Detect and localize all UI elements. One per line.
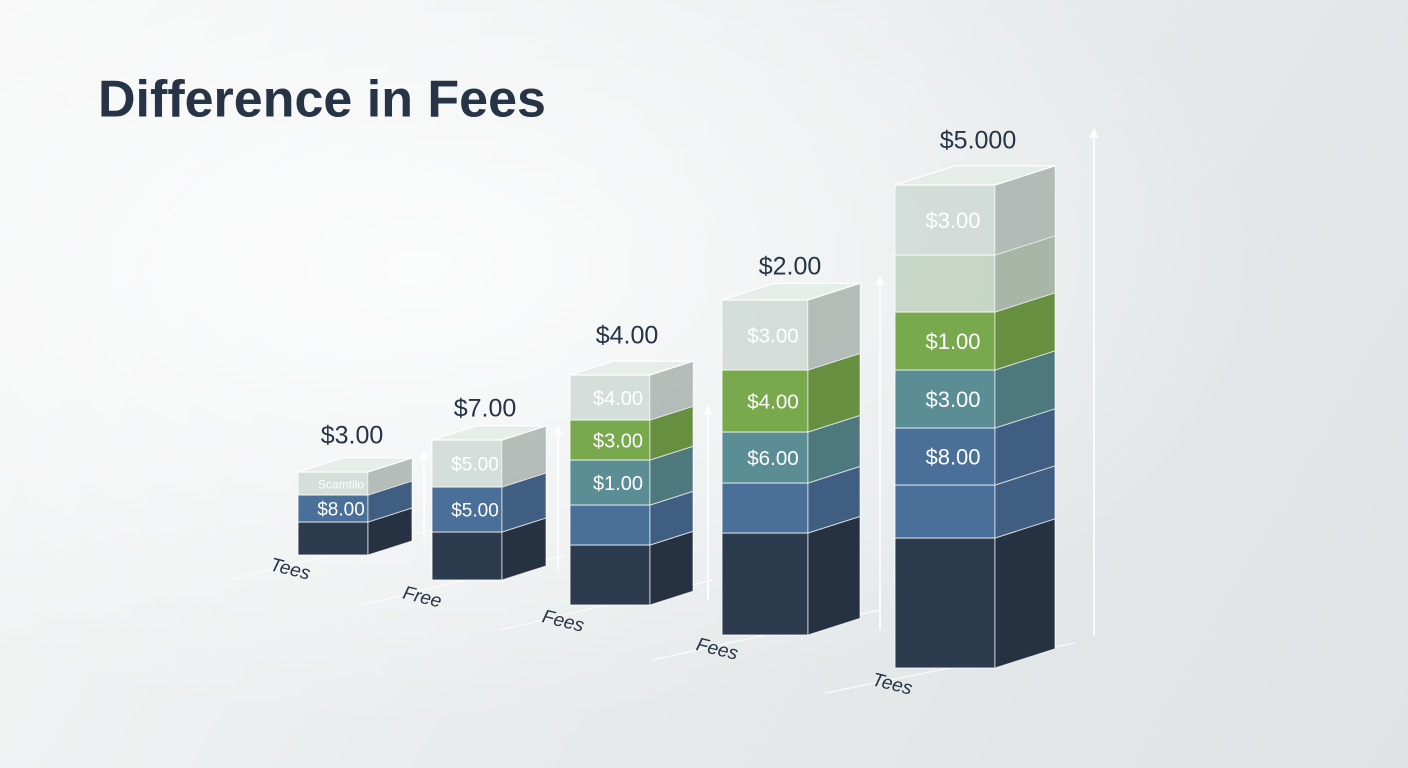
segment-front	[894, 427, 996, 486]
segment-side-shade	[995, 350, 1055, 428]
segment-side-shade	[502, 517, 546, 580]
segment-top	[721, 282, 861, 301]
segment-side-shade	[995, 518, 1055, 668]
title: Difference in Fees	[98, 71, 546, 129]
segment-side-shade	[808, 516, 860, 635]
segment-side-shade	[995, 465, 1055, 538]
segment-front	[721, 482, 809, 534]
segment-side-shade	[808, 283, 860, 370]
segment-side-shade	[368, 457, 412, 495]
segment-side-shade	[650, 491, 693, 545]
segment-top	[894, 165, 1056, 186]
segment-side-shade	[650, 531, 693, 605]
segment-front	[721, 369, 809, 433]
segment-label: $3.00	[925, 208, 980, 233]
segment-side-shade	[650, 406, 693, 460]
segment-front	[894, 369, 996, 429]
column-total-label: $3.00	[321, 422, 384, 450]
segment-side-shade	[808, 466, 860, 533]
column-total-label: $5.000	[940, 127, 1016, 155]
segment-top	[569, 360, 694, 376]
segment-side-shade	[650, 361, 693, 420]
column-total-label: $2.00	[759, 253, 822, 281]
segment-top	[297, 457, 413, 473]
segment-front	[569, 544, 651, 606]
segment-front	[431, 486, 503, 533]
segment-front	[721, 532, 809, 636]
segment-label: Scamtilo	[318, 478, 364, 492]
segment-front	[894, 254, 996, 313]
segment-label: $8.00	[925, 444, 980, 469]
segment-label: $3.00	[747, 324, 799, 347]
segment-front	[569, 504, 651, 546]
segment-label: $8.00	[317, 500, 365, 521]
segment-label: $5.00	[451, 455, 499, 476]
segment-front	[721, 299, 809, 371]
segment-label: $1.00	[925, 329, 980, 354]
segment-side-shade	[995, 292, 1055, 370]
segment-label: $3.00	[925, 387, 980, 412]
segment-side-shade	[502, 472, 546, 532]
segment-side-shade	[502, 425, 546, 487]
segment-front	[431, 531, 503, 581]
segment-label: $3.00	[593, 430, 643, 452]
segment-front	[297, 521, 369, 556]
segment-side-shade	[808, 353, 860, 432]
segment-top	[431, 425, 547, 441]
segment-side-shade	[650, 446, 693, 505]
segment-side-shade	[995, 235, 1055, 312]
segment-front	[569, 374, 651, 421]
segment-side-shade	[368, 480, 412, 522]
segment-label: $1.00	[593, 473, 643, 495]
segment-front	[569, 419, 651, 461]
segment-side-shade	[995, 408, 1055, 485]
segment-front	[894, 311, 996, 371]
column-total-label: $4.00	[596, 322, 659, 350]
segment-label: $6.00	[747, 447, 799, 470]
segment-label: $5.00	[451, 501, 499, 522]
segment-front	[894, 484, 996, 539]
segment-label: $4.00	[747, 390, 799, 413]
column-total-label: $7.00	[454, 395, 517, 423]
segment-front	[894, 537, 996, 669]
segment-side-shade	[368, 507, 412, 555]
segment-side-shade	[995, 165, 1055, 255]
segment-label: $4.00	[593, 388, 643, 410]
segment-side-shade	[808, 415, 860, 483]
segment-front	[297, 494, 369, 523]
segment-front	[721, 431, 809, 484]
